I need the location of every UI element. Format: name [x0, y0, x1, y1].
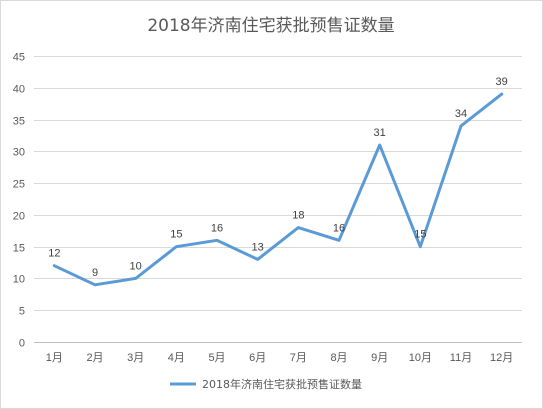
- y-axis-tick-labels: 0 5 10 15 20 25 30 35 40 45: [13, 52, 25, 350]
- data-label: 31: [374, 127, 386, 139]
- y-tick-label: 35: [13, 116, 25, 128]
- data-label: 10: [130, 260, 142, 272]
- y-tick-label: 45: [13, 52, 25, 64]
- y-tick-label: 40: [13, 84, 25, 96]
- data-label: 34: [455, 108, 467, 120]
- x-tick-label: 3月: [127, 352, 144, 364]
- data-label: 15: [414, 229, 426, 241]
- x-tick-label: 10月: [409, 352, 432, 364]
- gridlines: [34, 56, 522, 343]
- data-label: 39: [496, 76, 508, 88]
- legend[interactable]: 2018年济南住宅获批预售证数量: [170, 377, 362, 391]
- x-tick-label: 2月: [86, 352, 103, 364]
- x-tick-label: 5月: [208, 352, 225, 364]
- data-labels: 12 9 10 15 16 13 18 16 31 15 34 39: [48, 76, 508, 279]
- legend-label: 2018年济南住宅获批预售证数量: [202, 377, 362, 391]
- data-label: 16: [333, 222, 345, 234]
- x-tick-label: 1月: [46, 352, 63, 364]
- x-tick-label: 7月: [290, 352, 307, 364]
- data-label: 12: [48, 248, 60, 260]
- y-tick-label: 30: [13, 147, 25, 159]
- y-tick-label: 10: [13, 274, 25, 286]
- x-tick-label: 12月: [490, 352, 513, 364]
- y-tick-label: 15: [13, 243, 25, 255]
- x-tick-label: 9月: [371, 352, 388, 364]
- y-tick-label: 25: [13, 179, 25, 191]
- series-group: [52, 92, 504, 287]
- x-tick-label: 11月: [450, 352, 472, 364]
- data-label: 15: [170, 229, 182, 241]
- x-axis-tick-labels: 1月 2月 3月 4月 5月 6月 7月 8月 9月 10月 11月 12月: [46, 352, 514, 364]
- chart-title: 2018年济南住宅获批预售证数量: [147, 16, 394, 36]
- series-line: [52, 92, 504, 287]
- data-label: 9: [92, 267, 98, 279]
- y-tick-label: 20: [13, 211, 25, 223]
- y-tick-label: 0: [19, 338, 25, 350]
- x-tick-label: 4月: [168, 352, 185, 364]
- data-label: 16: [211, 222, 223, 234]
- y-tick-label: 5: [19, 306, 25, 318]
- data-label: 18: [292, 210, 304, 222]
- x-tick-label: 8月: [330, 352, 347, 364]
- x-tick-label: 6月: [249, 352, 266, 364]
- data-label: 13: [252, 241, 264, 253]
